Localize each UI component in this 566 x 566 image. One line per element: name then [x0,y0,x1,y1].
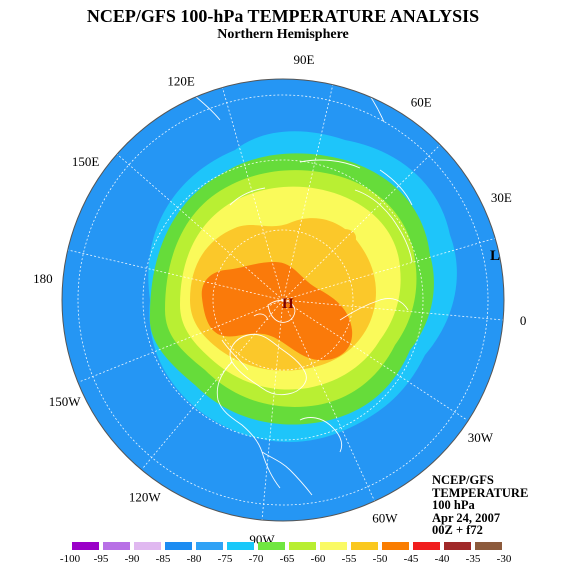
legend-swatch [382,542,409,550]
legend-swatch [475,542,502,550]
longitude-label: 180 [33,271,53,286]
legend-swatch [320,542,347,550]
low-pressure-marker: L [490,248,500,264]
legend-label: -65 [280,553,295,565]
legend-swatch [289,542,316,550]
legend-label: -70 [249,553,264,565]
legend-label: -80 [187,553,202,565]
info-date: Apr 24, 2007 [432,510,501,525]
field-band-55-patch [331,229,356,246]
longitude-label: 0 [520,313,527,328]
legend-swatch [103,542,130,550]
legend-label: -30 [497,553,512,565]
legend-label: -100 [60,553,81,565]
legend-swatch [413,542,440,550]
legend-swatch [72,542,99,550]
legend-swatch [165,542,192,550]
longitude-label: 120E [167,74,195,89]
legend-label: -40 [435,553,450,565]
legend-label: -35 [466,553,481,565]
longitude-label: 150W [49,394,82,409]
legend-label: -60 [311,553,326,565]
info-forecast-time: 00Z + f72 [432,523,483,537]
longitude-label: 120W [129,489,162,504]
field-band-50 [201,262,353,361]
legend-swatch [351,542,378,550]
longitude-label: 30W [468,430,494,445]
longitude-label: 60W [372,510,398,525]
info-model: NCEP/GFS [432,473,494,487]
legend-label: -85 [156,553,171,565]
longitude-label: 90E [294,52,315,67]
legend-swatch [196,542,223,550]
legend-label: -55 [342,553,357,565]
legend-swatch [444,542,471,550]
longitude-label: 30E [491,190,512,205]
legend-label: -50 [373,553,388,565]
longitude-label: 150E [72,154,100,169]
legend-label: -45 [404,553,419,565]
color-legend-swatches [72,542,502,550]
map-title: NCEP/GFS 100-hPa TEMPERATURE ANALYSIS [86,6,480,26]
legend-swatch [134,542,161,550]
legend-label: -95 [94,553,109,565]
info-variable: TEMPERATURE [432,485,529,500]
legend-label: -90 [125,553,140,565]
info-box: NCEP/GFS TEMPERATURE 100 hPa Apr 24, 200… [432,474,528,537]
legend-label: -75 [218,553,233,565]
longitude-label: 60E [411,95,432,110]
graticule [67,83,504,521]
high-pressure-marker: H [282,296,294,312]
map-boundary [61,78,505,522]
color-legend-labels: -100 -95 -90 -85 -80 -75 -70 -65 -60 -55 -50 -45 -40… [60,553,512,565]
temperature-field [62,79,504,521]
info-level: 100 hPa [432,498,475,512]
map-subtitle: Northern Hemisphere [217,27,349,42]
legend-swatch [258,542,285,550]
legend-swatch [227,542,254,550]
coastlines [189,84,413,496]
